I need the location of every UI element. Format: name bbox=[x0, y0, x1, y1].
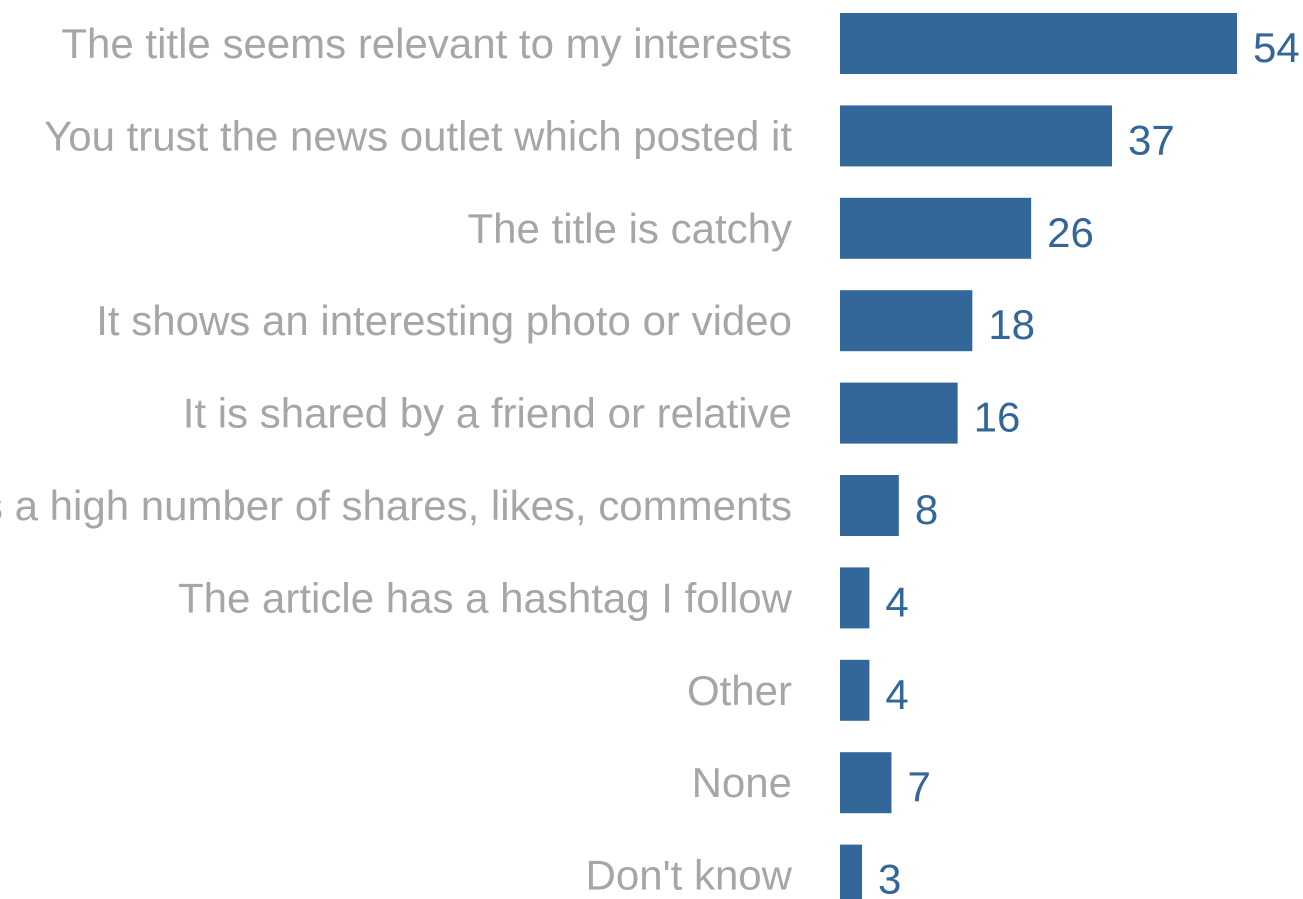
bar bbox=[840, 844, 863, 899]
category-label: The title seems relevant to my interests bbox=[61, 20, 792, 67]
value-label: 4 bbox=[885, 578, 908, 625]
category-label: You trust the news outlet which posted i… bbox=[44, 112, 792, 159]
value-label: 7 bbox=[907, 763, 930, 810]
bar bbox=[840, 567, 870, 629]
category-label: The article has a hashtag I follow bbox=[178, 574, 793, 621]
bar bbox=[840, 105, 1113, 167]
value-label: 4 bbox=[885, 671, 908, 718]
category-label: It shows an interesting photo or video bbox=[96, 297, 792, 344]
bar bbox=[840, 290, 973, 352]
bar bbox=[840, 752, 892, 814]
bars bbox=[840, 13, 1237, 899]
value-label: 54 bbox=[1253, 24, 1300, 71]
category-labels: The title seems relevant to my interests… bbox=[0, 20, 793, 899]
bar bbox=[840, 475, 899, 536]
category-label: It has a high number of shares, likes, c… bbox=[0, 482, 792, 529]
category-label: None bbox=[692, 759, 792, 806]
bar bbox=[840, 659, 870, 721]
category-label: Other bbox=[687, 667, 792, 714]
value-label: 37 bbox=[1128, 116, 1175, 163]
category-label: It is shared by a friend or relative bbox=[183, 390, 792, 437]
value-label: 18 bbox=[988, 301, 1035, 348]
value-label: 16 bbox=[974, 394, 1021, 441]
value-label: 8 bbox=[915, 486, 938, 533]
category-label: The title is catchy bbox=[468, 205, 792, 252]
bar bbox=[840, 382, 958, 444]
category-label: Don't know bbox=[586, 852, 793, 899]
value-label: 26 bbox=[1047, 209, 1094, 256]
bar bbox=[840, 13, 1237, 74]
value-label: 3 bbox=[878, 856, 901, 899]
bar bbox=[840, 197, 1032, 259]
